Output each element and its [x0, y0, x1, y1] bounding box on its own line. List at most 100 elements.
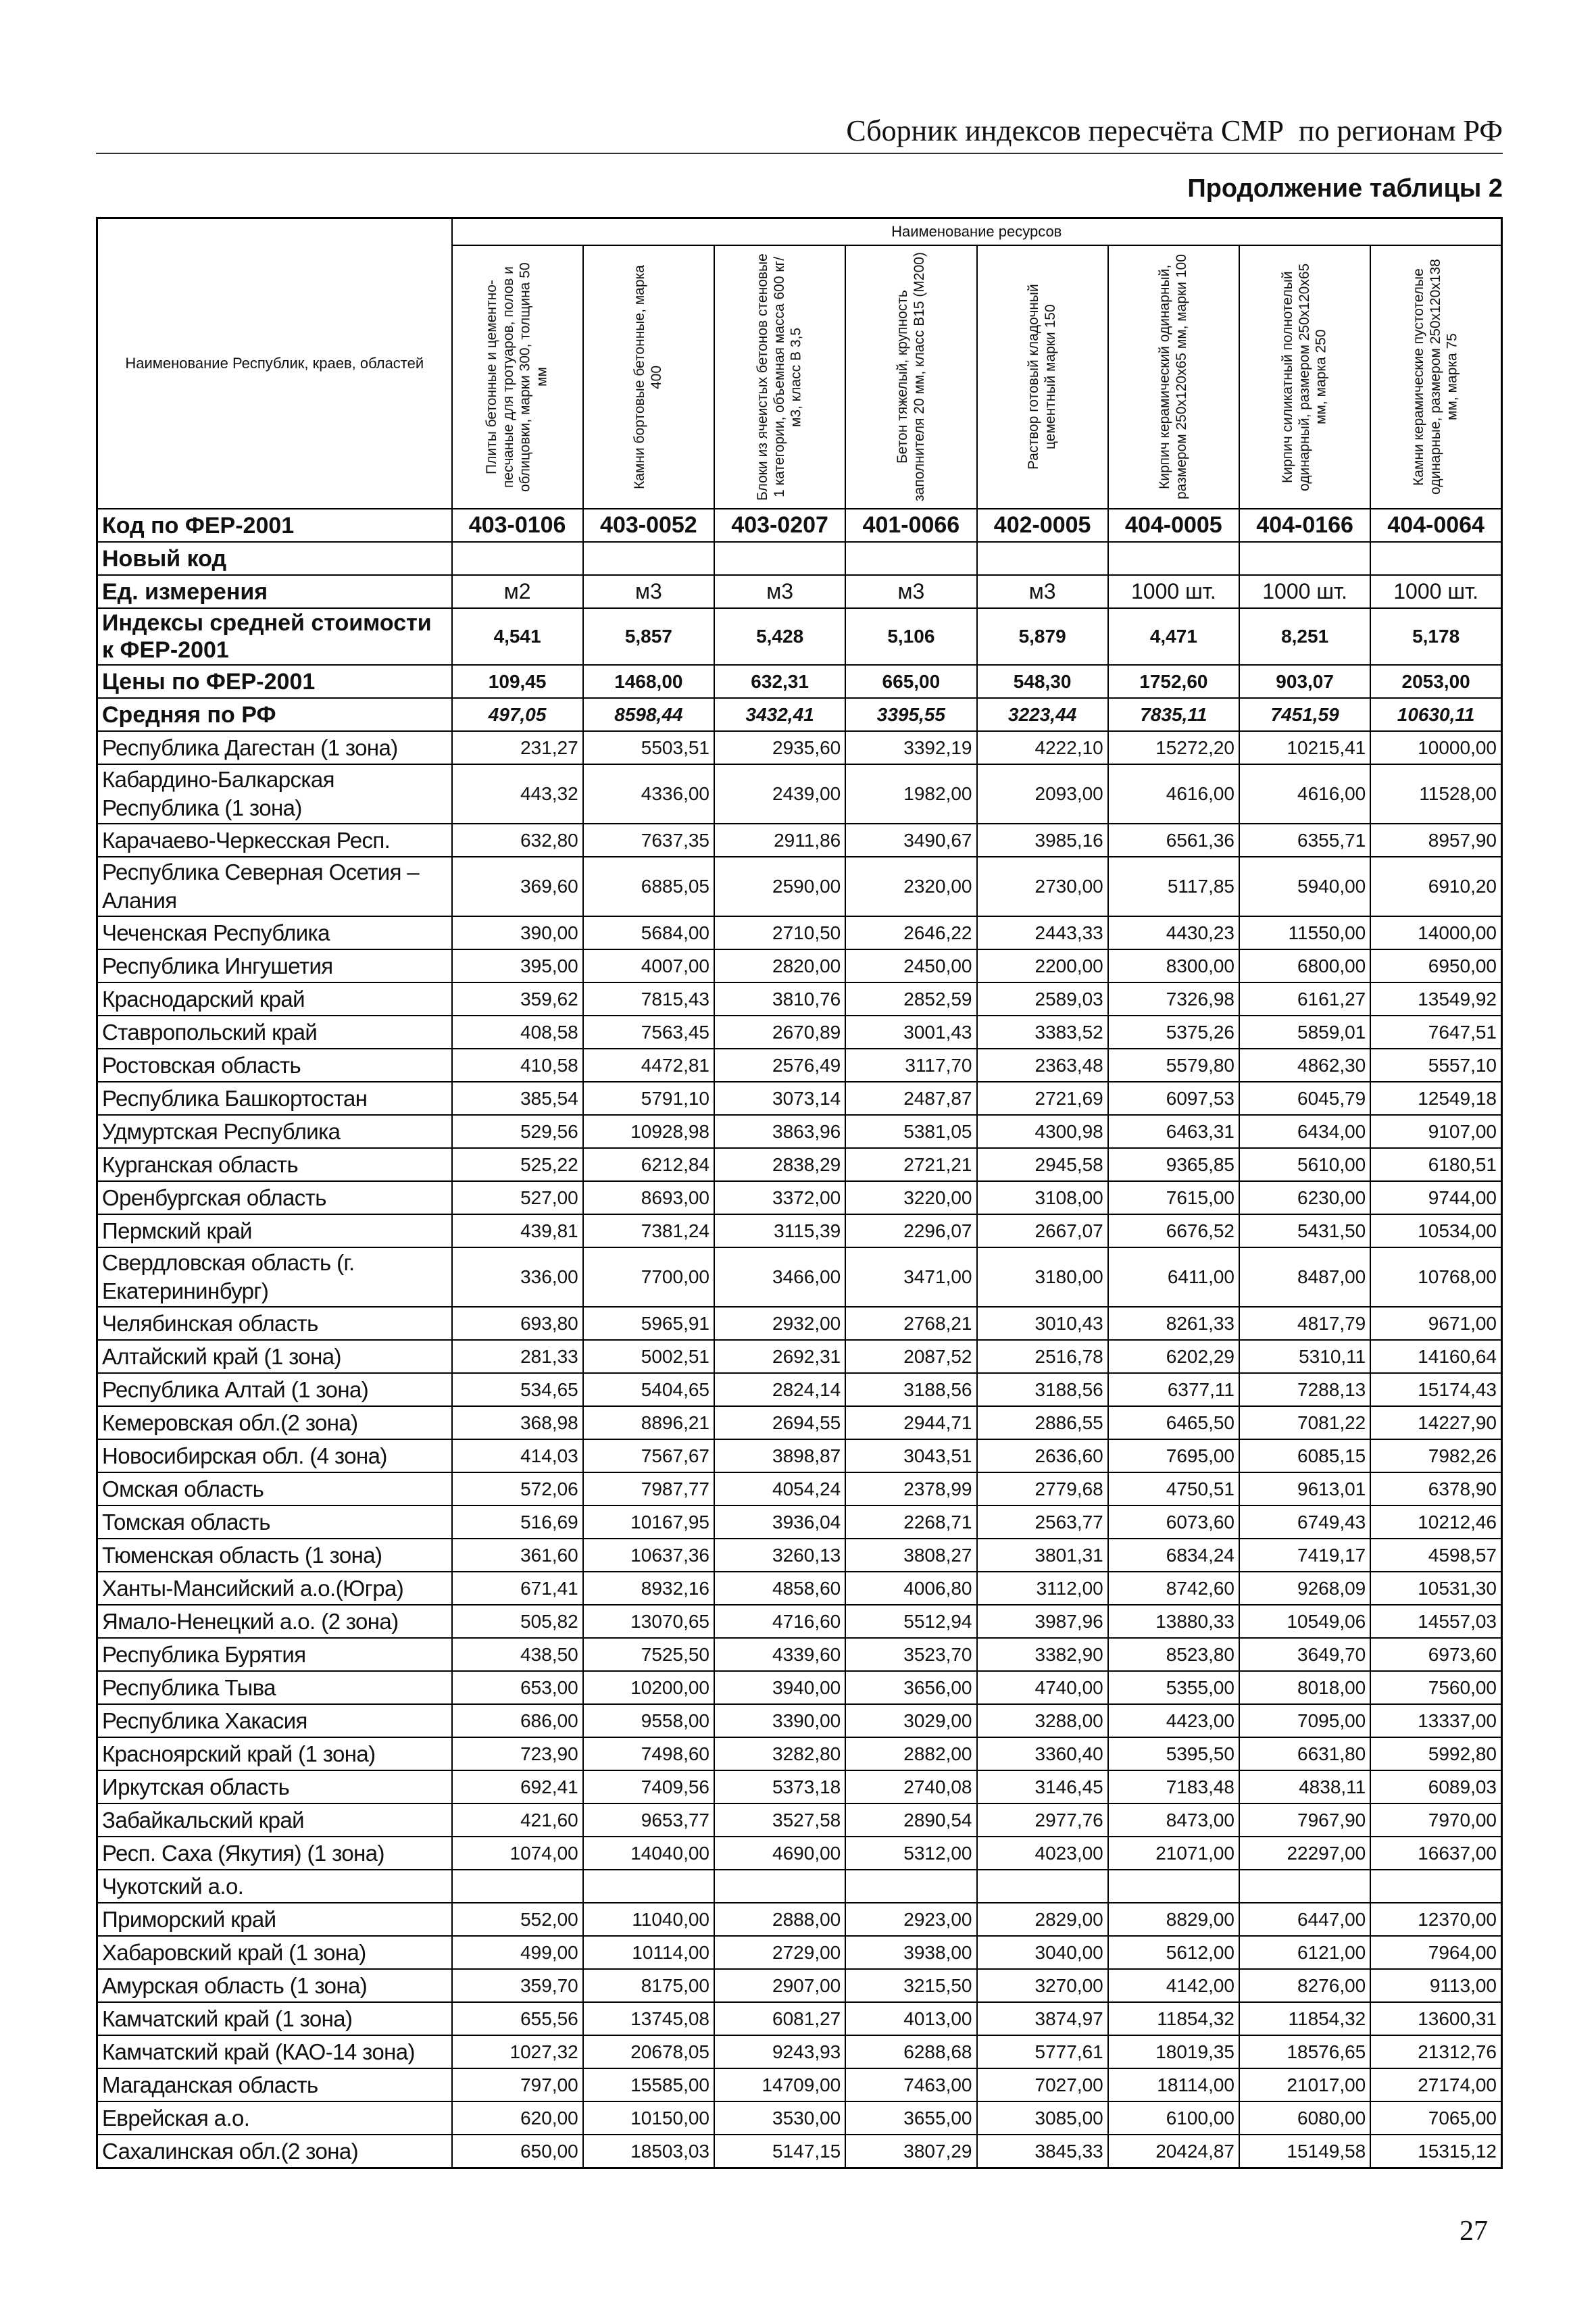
region-value: 7964,00: [1370, 1935, 1503, 1970]
region-row: Республика Алтай (1 зона) 534,65 5404,65 28…: [96, 1372, 1503, 1407]
region-value: 6081,27: [713, 2001, 847, 2036]
region-value: 2443,33: [976, 916, 1109, 950]
empty-cell: [976, 1869, 1109, 1903]
region-value: 2944,71: [845, 1405, 978, 1440]
region-value: 14709,00: [713, 2068, 847, 2102]
region-value: 4430,23: [1107, 916, 1241, 950]
region-row: Республика Хакасия 686,00 9558,00 3390,00 30…: [96, 1703, 1503, 1738]
region-value: 6910,20: [1370, 856, 1503, 917]
region-value: 3808,27: [845, 1538, 978, 1572]
region-row: Удмуртская Республика 529,56 10928,98 3863,…: [96, 1114, 1503, 1149]
region-value: 7615,00: [1107, 1180, 1241, 1215]
region-value: 9107,00: [1370, 1114, 1503, 1149]
meta-value: 5,879: [976, 607, 1109, 666]
region-value: 6230,00: [1238, 1180, 1372, 1215]
region-value: 438,50: [451, 1637, 584, 1672]
empty-cell: [713, 1869, 847, 1903]
region-value: 10928,98: [582, 1114, 716, 1149]
region-value: 1982,00: [845, 764, 978, 824]
meta-value: 7835,11: [1107, 697, 1241, 732]
region-value: 3801,31: [976, 1538, 1109, 1572]
region-value: 4858,60: [713, 1571, 847, 1605]
empty-cell: [1370, 1869, 1503, 1903]
empty-cell: [582, 1869, 716, 1903]
region-value: 2911,86: [713, 823, 847, 857]
region-value: 6073,60: [1107, 1505, 1241, 1539]
region-value: 8932,16: [582, 1571, 716, 1605]
region-value: 414,03: [451, 1439, 584, 1473]
region-value: 8300,00: [1107, 949, 1241, 983]
region-value: 10531,30: [1370, 1571, 1503, 1605]
region-value: 5791,10: [582, 1081, 716, 1116]
region-value: 3490,67: [845, 823, 978, 857]
region-value: 3530,00: [713, 2101, 847, 2135]
meta-value: м3: [713, 574, 847, 609]
region-value: 5940,00: [1238, 856, 1372, 917]
header-row: Наименование Республик, краев, областей Н…: [96, 217, 1503, 509]
region-value: 2932,00: [713, 1306, 847, 1341]
region-value: 11550,00: [1238, 916, 1372, 950]
region-value: 4300,98: [976, 1114, 1109, 1149]
region-value: 650,00: [451, 2134, 584, 2169]
region-name: Пермский край: [96, 1214, 453, 1248]
region-value: 3985,16: [976, 823, 1109, 857]
region-value: 21017,00: [1238, 2068, 1372, 2102]
region-value: 3360,40: [976, 1737, 1109, 1771]
region-row: Республика Бурятия 438,50 7525,50 4339,60 35…: [96, 1637, 1503, 1672]
meta-label: Ед. измерения: [96, 574, 453, 609]
region-value: 4740,00: [976, 1670, 1109, 1705]
region-value: 5992,80: [1370, 1737, 1503, 1771]
region-value: 2977,76: [976, 1803, 1109, 1837]
region-name: Тюменская область (1 зона): [96, 1538, 453, 1572]
region-value: 4339,60: [713, 1637, 847, 1672]
region-value: 6973,60: [1370, 1637, 1503, 1672]
region-value: 6749,43: [1238, 1505, 1372, 1539]
region-value: 336,00: [451, 1247, 584, 1308]
region-value: 2740,08: [845, 1770, 978, 1804]
column-header-cell: Кирпич силикатный полнотелый одинарный, …: [1238, 245, 1372, 509]
region-row: Ростовская область 410,58 4472,81 2576,49 31…: [96, 1048, 1503, 1082]
region-row: Респ. Саха (Якутия) (1 зона) 1074,00 14040…: [96, 1836, 1503, 1870]
region-value: 6561,36: [1107, 823, 1241, 857]
region-value: 3288,00: [976, 1703, 1109, 1738]
region-value: 2576,49: [713, 1048, 847, 1082]
region-value: 3874,97: [976, 2001, 1109, 2036]
region-value: 3188,56: [976, 1372, 1109, 1407]
column-header: Кирпич силикатный полнотелый одинарный, …: [1279, 263, 1329, 491]
region-value: 655,56: [451, 2001, 584, 2036]
region-value: 369,60: [451, 856, 584, 917]
meta-value: 404-0166: [1238, 508, 1372, 543]
region-value: 6100,00: [1107, 2101, 1241, 2135]
region-value: 5859,01: [1238, 1015, 1372, 1049]
region-row: Омская область 572,06 7987,77 4054,24 2378,9…: [96, 1472, 1503, 1506]
region-value: 359,70: [451, 1968, 584, 2003]
empty-cell: [451, 1869, 584, 1903]
region-value: 4023,00: [976, 1836, 1109, 1870]
region-value: 6631,80: [1238, 1737, 1372, 1771]
region-value: 8742,60: [1107, 1571, 1241, 1605]
meta-value: 403-0207: [713, 508, 847, 543]
region-value: 361,60: [451, 1538, 584, 1572]
meta-value: 632,31: [713, 664, 847, 699]
region-value: 7525,50: [582, 1637, 716, 1672]
meta-value: 1752,60: [1107, 664, 1241, 699]
column-header-cell: Раствор готовый кладочный цементный марк…: [976, 245, 1109, 509]
region-value: 7288,13: [1238, 1372, 1372, 1407]
region-value: 2890,54: [845, 1803, 978, 1837]
empty-cell: [713, 541, 847, 576]
empty-cell: [845, 541, 978, 576]
region-value: 6161,27: [1238, 982, 1372, 1016]
region-value: 14227,90: [1370, 1405, 1503, 1440]
region-value: 2935,60: [713, 730, 847, 765]
region-value: 6411,00: [1107, 1247, 1241, 1308]
region-value: 9558,00: [582, 1703, 716, 1738]
region-value: 13880,33: [1107, 1604, 1241, 1639]
region-name: Удмуртская Республика: [96, 1114, 453, 1149]
region-value: 3523,70: [845, 1637, 978, 1672]
region-value: 499,00: [451, 1935, 584, 1970]
region-value: 3382,90: [976, 1637, 1109, 1672]
region-value: 421,60: [451, 1803, 584, 1837]
header-row: Плиты бетонные и цементно-песчаные для т…: [97, 245, 1503, 509]
region-value: 3466,00: [713, 1247, 847, 1308]
region-value: 4423,00: [1107, 1703, 1241, 1738]
